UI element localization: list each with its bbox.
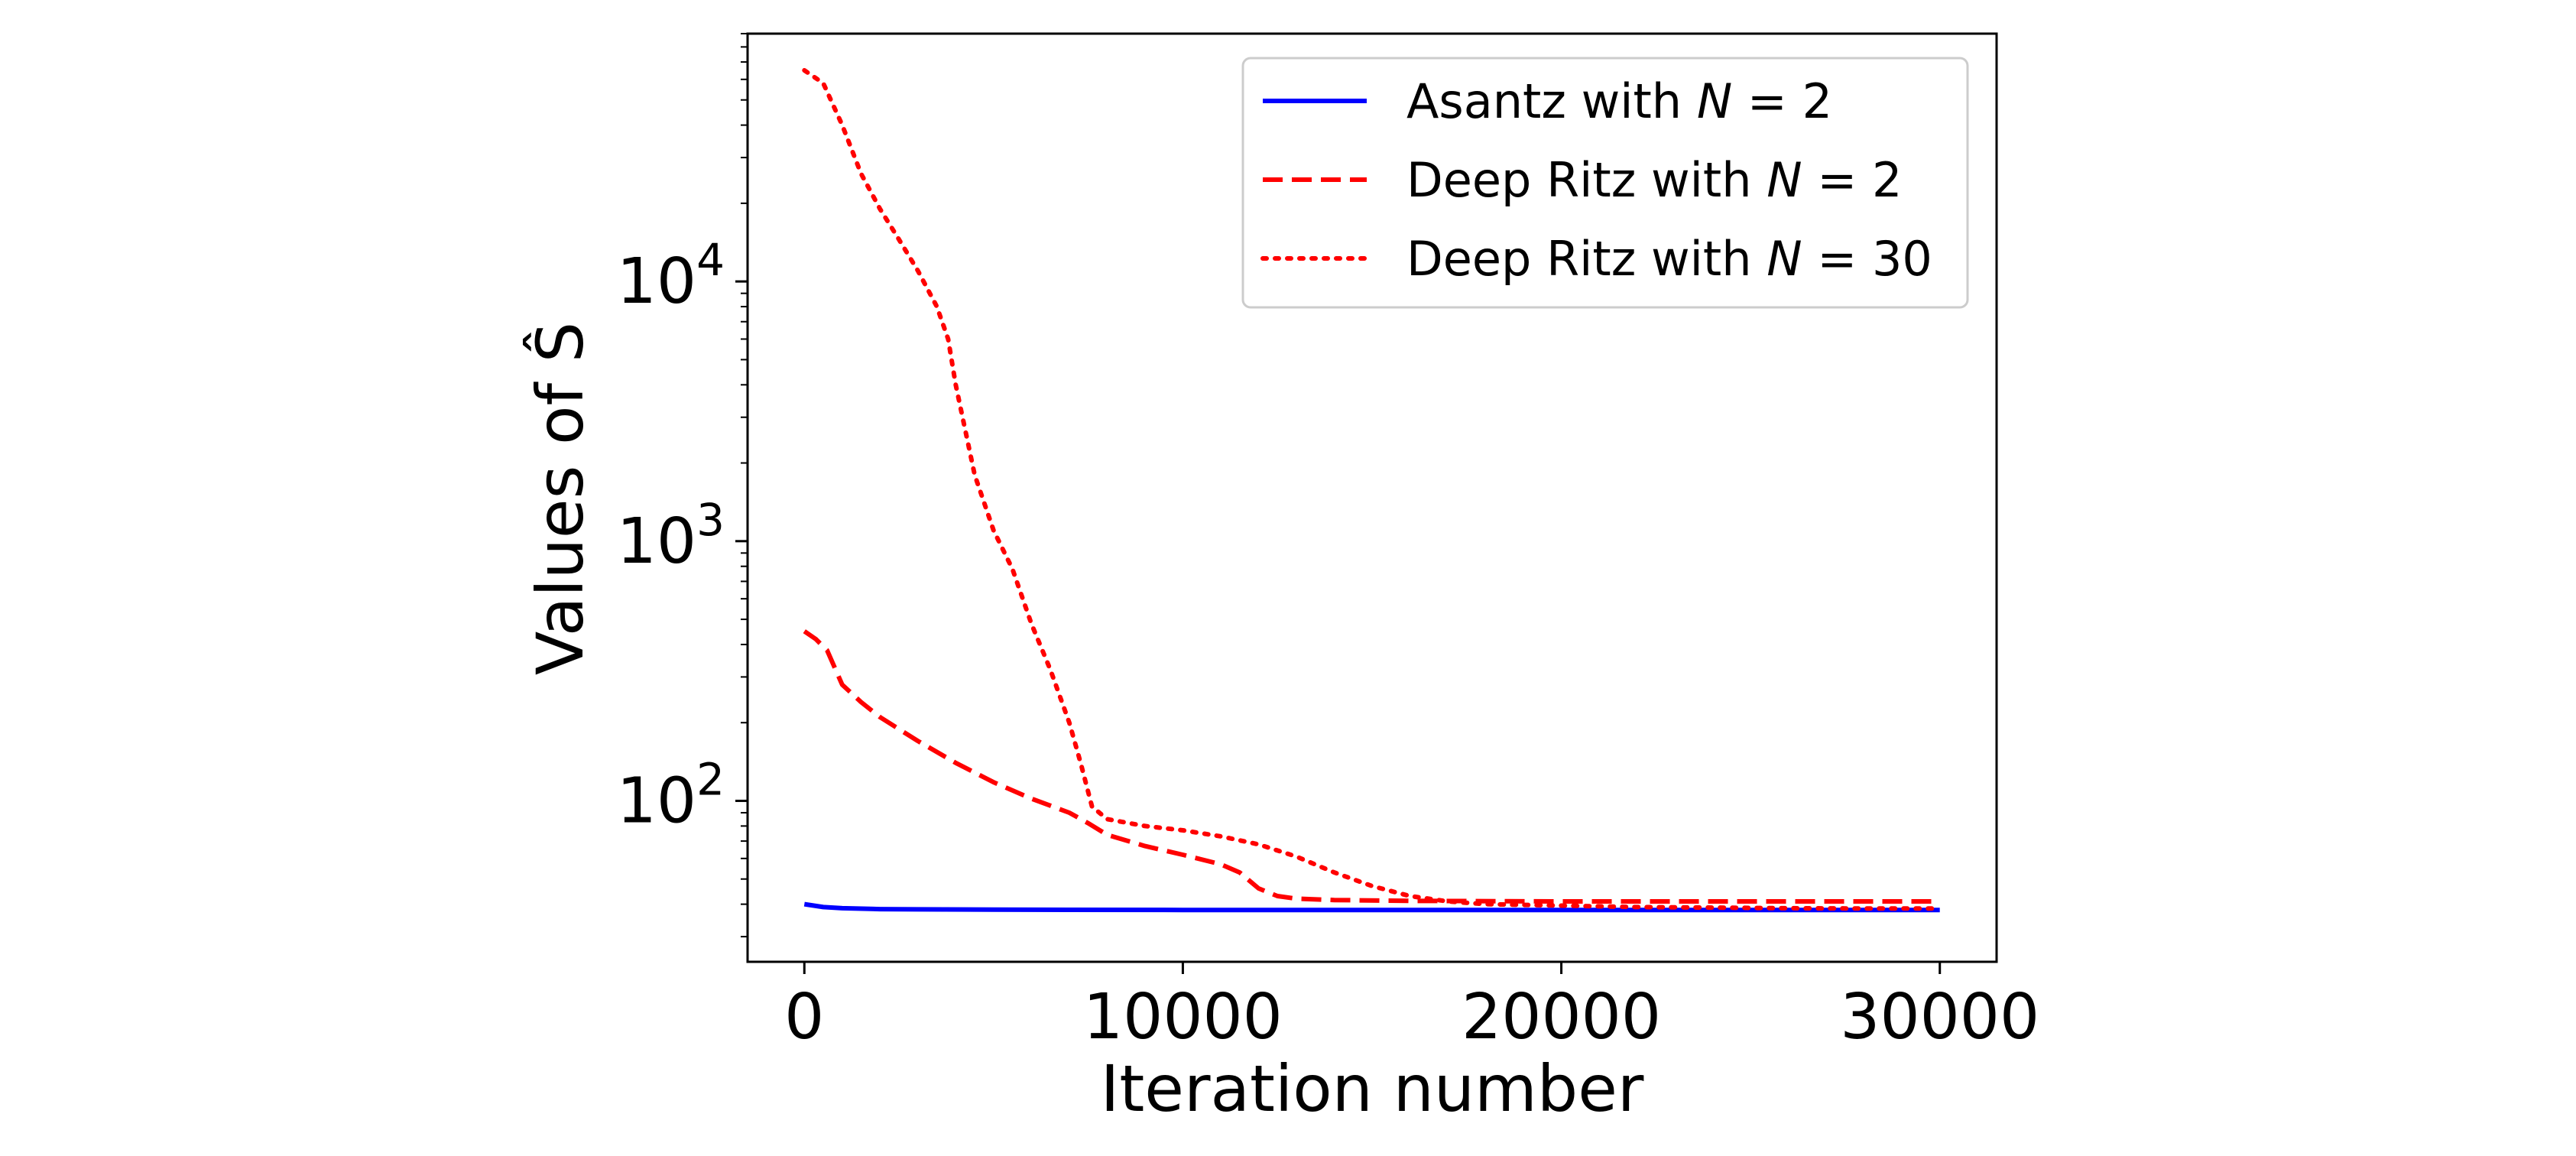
legend-frame	[1241, 57, 1969, 309]
series-line-0	[803, 901, 1940, 913]
y-axis: 102 103 104	[617, 33, 748, 938]
series-line-1	[803, 629, 1940, 904]
legend-label-0: Asantz with N = 2	[1406, 73, 1832, 129]
y-axis-label: Values of Ŝ	[523, 322, 598, 675]
y-tick-label-0: 102	[617, 753, 725, 837]
series-line-2	[802, 68, 1942, 911]
plot-area-frame	[746, 32, 1998, 963]
x-axis: 0 10000 20000 30000	[784, 962, 2039, 1054]
x-tick-label-1: 10000	[1083, 981, 1283, 1054]
legend: Asantz with N = 2 Deep Ritz with N = 2 Dee…	[1241, 57, 1969, 309]
legend-label-1: Deep Ritz with N = 2	[1406, 152, 1902, 208]
plot-series	[802, 68, 1942, 913]
legend-label-2: Deep Ritz with N = 30	[1406, 231, 1932, 287]
y-tick-label-1: 103	[617, 494, 725, 578]
x-tick-label-2: 20000	[1462, 981, 1661, 1054]
x-tick-label-0: 0	[784, 981, 824, 1054]
y-tick-label-2: 104	[617, 234, 725, 318]
x-axis-label: Iteration number	[1101, 1051, 1644, 1126]
x-tick-label-3: 30000	[1840, 981, 2039, 1054]
